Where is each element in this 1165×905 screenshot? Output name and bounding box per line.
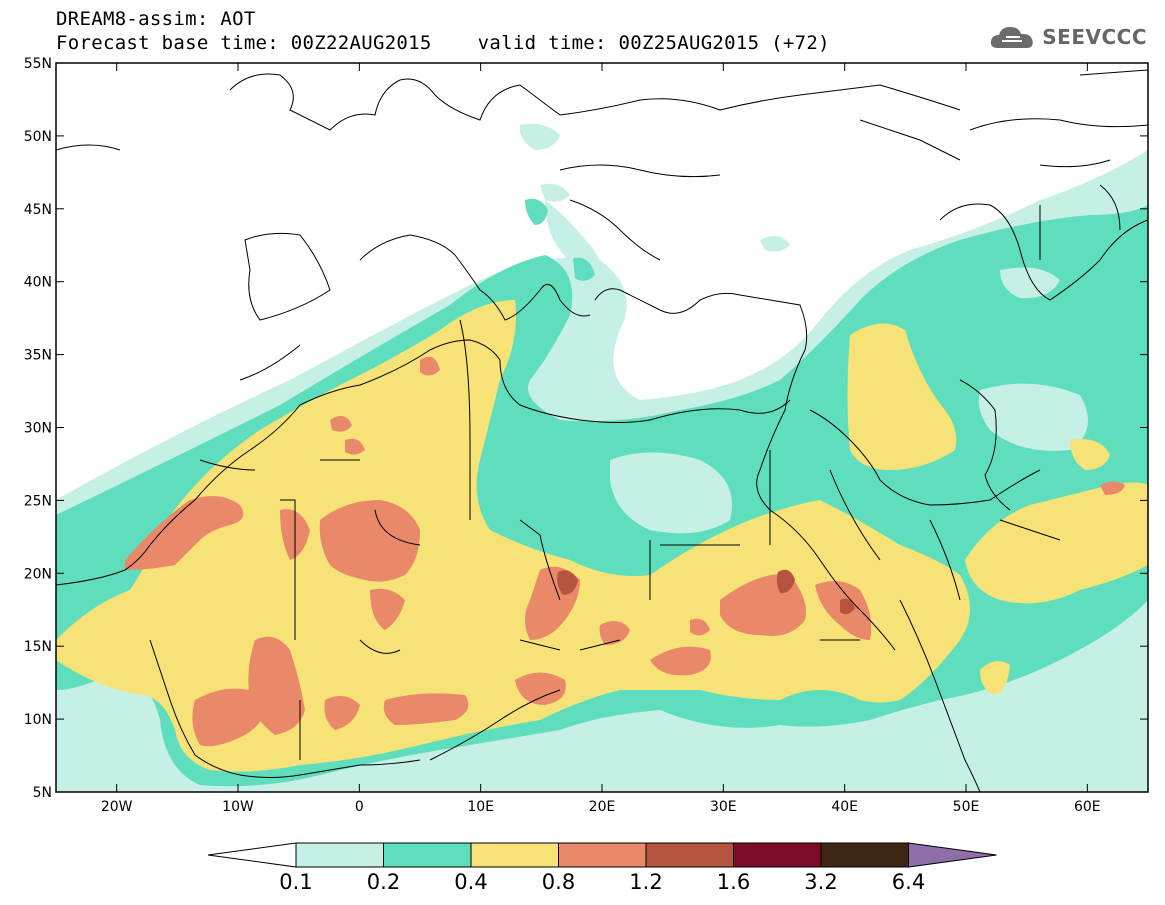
colorbar-high-extension	[908, 842, 997, 868]
colorbar-label: 3.2	[804, 870, 837, 894]
lat-tick-label: 40N	[24, 275, 52, 291]
lat-tick-label: 45N	[24, 202, 52, 218]
lat-axis: 55N 50N 45N 40N 35N 30N 25N 20N 15N 10N 5N	[24, 56, 1148, 801]
aot-field	[56, 63, 1148, 792]
colorbar: 0.1 0.2 0.4 0.8 1.2 1.6 3.2 6.4	[207, 842, 997, 894]
lat-tick-label: 5N	[33, 785, 52, 801]
colorbar-bin	[558, 842, 647, 868]
colorbar-label: 0.2	[367, 870, 400, 894]
lat-tick-label: 55N	[24, 56, 52, 72]
cloud-icon	[991, 27, 1033, 48]
lon-tick-label: 0	[355, 799, 364, 815]
lon-tick-label: 40E	[831, 799, 858, 815]
lat-tick-label: 10N	[24, 712, 52, 728]
lon-tick-label: 50E	[953, 799, 980, 815]
lon-tick-label: 20E	[589, 799, 616, 815]
chart-title-line1: DREAM8-assim: AOT	[56, 8, 256, 30]
lon-axis: 20W 10W 0 10E 20E 30E 40E 50E 60E	[101, 63, 1101, 815]
lon-tick-label: 30E	[710, 799, 737, 815]
lat-tick-label: 25N	[24, 493, 52, 509]
colorbar-bin	[295, 842, 384, 868]
colorbar-low-extension	[207, 842, 297, 868]
chart-title-line2: Forecast base time: 00Z22AUG2015 valid ti…	[56, 33, 830, 54]
colorbar-label: 0.1	[279, 870, 312, 894]
aot-level-1.2	[557, 569, 855, 615]
lat-tick-label: 30N	[24, 421, 52, 437]
lat-tick-label: 35N	[24, 348, 52, 364]
lon-tick-label: 60E	[1074, 799, 1101, 815]
aot-level-0.8	[125, 356, 1125, 747]
seevccc-logo: SEEVCCC	[988, 22, 1147, 52]
forecast-base-time: Forecast base time: 00Z22AUG2015	[56, 32, 432, 54]
colorbar-label: 0.8	[542, 870, 575, 894]
lon-tick-label: 10E	[467, 799, 494, 815]
lon-tick-label: 10W	[222, 799, 254, 815]
colorbar-bin	[645, 842, 734, 868]
colorbar-label: 6.4	[892, 870, 925, 894]
lat-tick-label: 50N	[24, 129, 52, 145]
aot-level-0.1-patches	[610, 267, 1088, 534]
valid-time: valid time: 00Z25AUG2015 (+72)	[477, 32, 830, 54]
colorbar-bin	[820, 842, 909, 868]
colorbar-bin	[383, 842, 472, 868]
colorbar-label: 1.2	[629, 870, 662, 894]
colorbar-label: 1.6	[717, 870, 750, 894]
lat-tick-label: 15N	[24, 639, 52, 655]
colorbar-bin	[470, 842, 559, 868]
colorbar-bin	[733, 842, 822, 868]
logo-text: SEEVCCC	[1042, 25, 1147, 49]
colorbar-label: 0.4	[454, 870, 487, 894]
lon-tick-label: 20W	[101, 799, 133, 815]
coastlines	[56, 69, 1148, 792]
lat-tick-label: 20N	[24, 566, 52, 582]
